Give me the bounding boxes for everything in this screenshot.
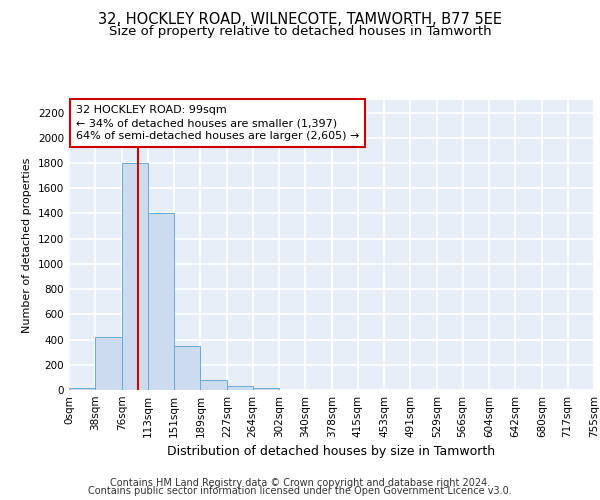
Bar [69,388,95,390]
X-axis label: Distribution of detached houses by size in Tamworth: Distribution of detached houses by size … [167,446,496,458]
Bar [200,380,227,390]
Bar [122,163,148,390]
Bar [253,388,279,390]
Text: 32 HOCKLEY ROAD: 99sqm
← 34% of detached houses are smaller (1,397)
64% of semi-: 32 HOCKLEY ROAD: 99sqm ← 34% of detached… [76,105,359,142]
Bar [95,337,122,390]
Bar [174,346,200,390]
Text: 32, HOCKLEY ROAD, WILNECOTE, TAMWORTH, B77 5EE: 32, HOCKLEY ROAD, WILNECOTE, TAMWORTH, B… [98,12,502,28]
Y-axis label: Number of detached properties: Number of detached properties [22,158,32,332]
Bar [227,386,253,390]
Text: Contains HM Land Registry data © Crown copyright and database right 2024.: Contains HM Land Registry data © Crown c… [110,478,490,488]
Text: Contains public sector information licensed under the Open Government Licence v3: Contains public sector information licen… [88,486,512,496]
Text: Size of property relative to detached houses in Tamworth: Size of property relative to detached ho… [109,25,491,38]
Bar [148,214,174,390]
